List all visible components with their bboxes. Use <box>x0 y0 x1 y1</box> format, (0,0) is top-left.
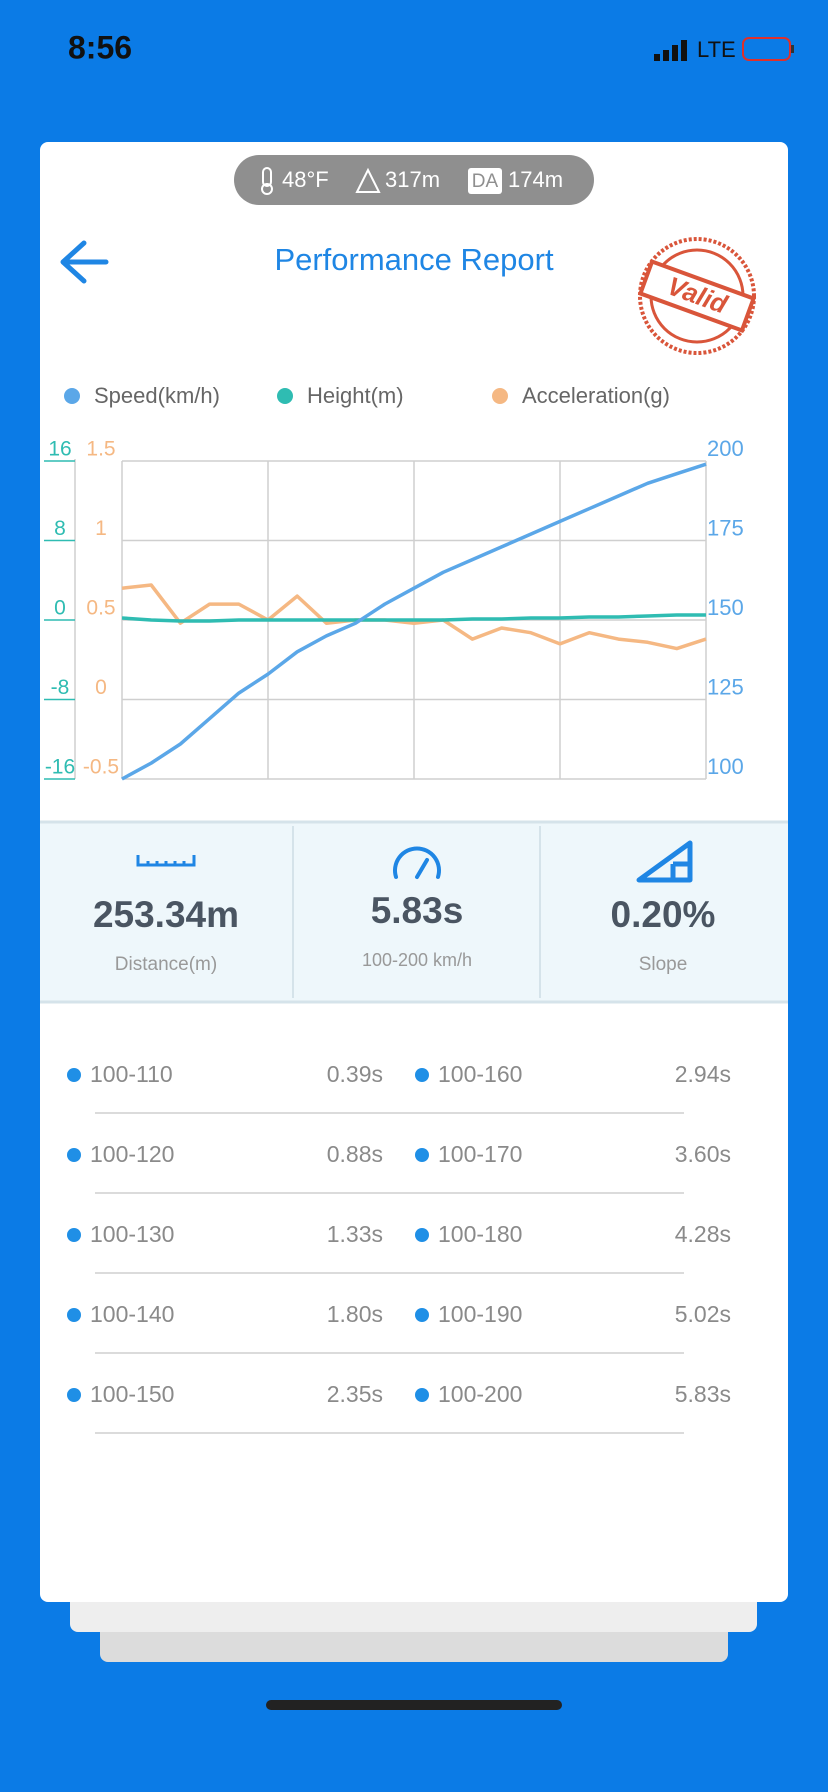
split-time: 0.88s <box>327 1141 383 1167</box>
y3-tick-label: 0.5 <box>86 597 115 620</box>
split-dot <box>67 1308 81 1322</box>
y-tick-label: 16 <box>48 438 71 461</box>
speed-icon <box>393 846 441 879</box>
split-dot <box>67 1148 81 1162</box>
splits: 100-110 0.39s 100-160 2.94s 100-120 0.88s 100-… <box>67 1061 731 1434</box>
y2-tick-label: 200 <box>707 436 744 461</box>
split-range: 100-160 <box>438 1061 522 1087</box>
y-tick-label: 8 <box>54 517 66 540</box>
slope-icon <box>636 840 693 883</box>
y3-tick-label: -0.5 <box>83 756 119 779</box>
split-range: 100-200 <box>438 1381 522 1407</box>
y-tick-label: 0 <box>54 597 66 620</box>
stat-value: 5.83s <box>371 890 464 931</box>
stats: 253.34m Distance(m) 5.83s 100-200 km/h 0.20%… <box>93 890 716 975</box>
split-dot <box>415 1228 429 1242</box>
battery-tip <box>791 45 794 53</box>
split-dot <box>415 1148 429 1162</box>
split-time: 2.94s <box>675 1061 731 1087</box>
y3-tick-label: 1 <box>95 517 107 540</box>
legend-label: Speed(km/h) <box>94 383 220 408</box>
battery <box>742 37 791 61</box>
series-line <box>121 583 707 651</box>
legend-dot <box>64 388 80 404</box>
split-time: 3.60s <box>675 1141 731 1167</box>
split-range: 100-180 <box>438 1221 522 1247</box>
legend-dot <box>492 388 508 404</box>
split-dot <box>415 1308 429 1322</box>
series-line <box>121 613 706 623</box>
legend-label: Acceleration(g) <box>522 383 670 408</box>
altitude: 317m <box>385 167 440 192</box>
split-dot <box>67 1228 81 1242</box>
split-time: 2.35s <box>327 1381 383 1407</box>
temperature: 48°F <box>282 167 329 192</box>
da-badge <box>468 168 502 194</box>
split-range: 100-140 <box>90 1301 174 1327</box>
y3-tick-label: 1.5 <box>86 438 115 461</box>
title: Performance Report <box>274 242 554 277</box>
split-range: 100-130 <box>90 1221 174 1247</box>
y2-tick-label: 125 <box>707 674 744 699</box>
y-tick-label: -16 <box>45 756 75 779</box>
back-button[interactable] <box>60 240 109 284</box>
split-dot <box>67 1388 81 1402</box>
home-indicator <box>266 1700 562 1710</box>
signal <box>654 40 687 61</box>
conditions-pill <box>234 155 594 205</box>
split-time: 4.28s <box>675 1221 731 1247</box>
split-time: 1.80s <box>327 1301 383 1327</box>
split-time: 5.83s <box>675 1381 731 1407</box>
legend-label: Height(m) <box>307 383 404 408</box>
split-range: 100-110 <box>90 1061 173 1087</box>
da-label: DA <box>472 171 499 192</box>
series-line <box>121 462 707 781</box>
y3-tick-label: 0 <box>95 676 107 699</box>
split-dot <box>67 1068 81 1082</box>
stat-value: 253.34m <box>93 894 239 935</box>
altitude-icon <box>355 167 381 193</box>
chart: Speed(km/h) Height(m) Acceleration(g) 16 8 0 -… <box>44 383 744 781</box>
split-dot <box>415 1068 429 1082</box>
density-altitude: 174m <box>508 167 563 192</box>
y2-tick-label: 150 <box>707 595 744 620</box>
stat-label: 100-200 km/h <box>362 950 472 970</box>
split-dot <box>415 1388 429 1402</box>
split-range: 100-190 <box>438 1301 522 1327</box>
y2-tick-label: 175 <box>707 515 744 540</box>
y2-tick-label: 100 <box>707 754 744 779</box>
status-time: 8:56 <box>68 29 132 65</box>
stat-value: 0.20% <box>611 894 716 935</box>
network: LTE <box>697 37 736 62</box>
split-time: 0.39s <box>327 1061 383 1087</box>
split-range: 100-120 <box>90 1141 174 1167</box>
stats-band <box>40 822 788 1002</box>
stat-label: Distance(m) <box>115 954 217 975</box>
distance-icon <box>136 855 196 867</box>
split-time: 1.33s <box>327 1221 383 1247</box>
y-tick-label: -8 <box>51 676 70 699</box>
legend-dot <box>277 388 293 404</box>
split-range: 100-170 <box>438 1141 522 1167</box>
split-range: 100-150 <box>90 1381 174 1407</box>
split-time: 5.02s <box>675 1301 731 1327</box>
thermometer-icon <box>261 167 273 195</box>
stat-label: Slope <box>639 954 688 975</box>
